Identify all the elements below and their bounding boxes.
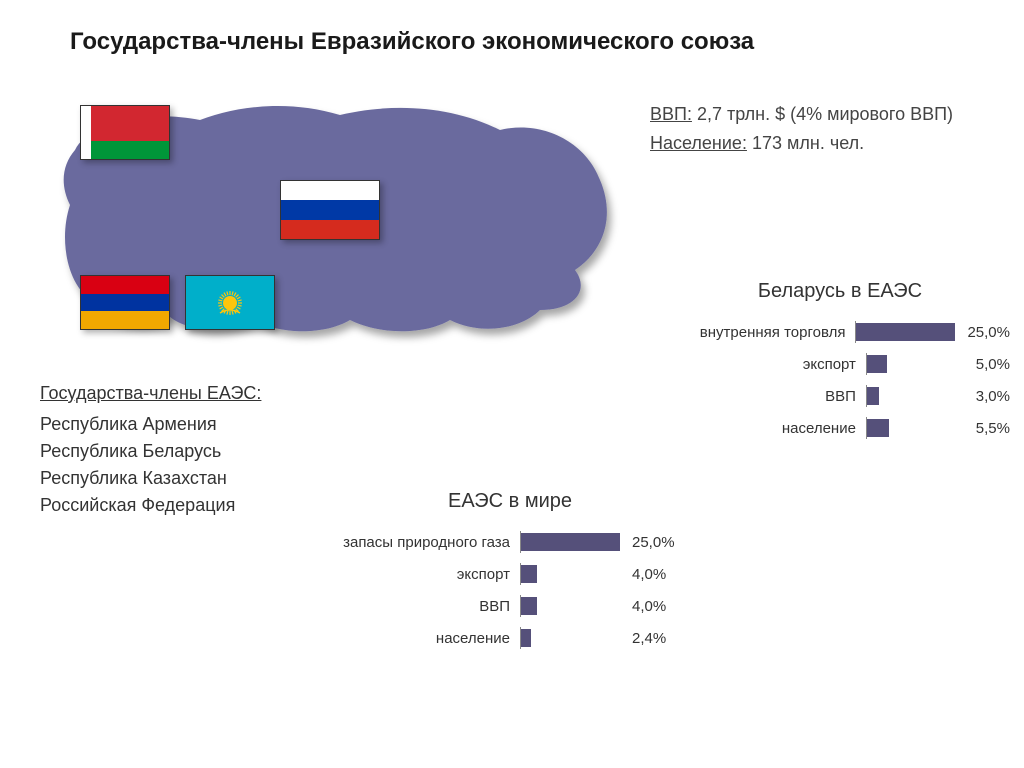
member-item: Республика Армения — [40, 411, 261, 438]
chart-row: ВВП 3,0% — [670, 385, 1010, 407]
member-item: Республика Казахстан — [40, 465, 261, 492]
pop-label: Население: — [650, 133, 747, 153]
chart-world: ЕАЭС в мире запасы природного газа 25,0%… — [320, 490, 700, 659]
chart-belarus: Беларусь в ЕАЭС внутренняя торговля 25,0… — [670, 280, 1010, 449]
chart-row: внутренняя торговля 25,0% — [670, 321, 1010, 343]
chart-bar — [856, 323, 955, 341]
chart-bar — [521, 565, 537, 583]
chart-row-label: ВВП — [320, 598, 520, 615]
chart-row-label: внутренняя торговля — [670, 324, 855, 341]
flag-armenia — [80, 275, 170, 330]
chart-value: 3,0% — [976, 388, 1010, 405]
gdp-label: ВВП: — [650, 104, 692, 124]
chart-bar — [521, 533, 620, 551]
chart-bar — [521, 597, 537, 615]
page-title: Государства-члены Евразийского экономиче… — [70, 28, 754, 56]
pop-value: 173 млн. чел. — [752, 133, 864, 153]
map-area — [30, 85, 630, 355]
chart-row-label: экспорт — [670, 356, 866, 373]
chart-row-label: ВВП — [670, 388, 866, 405]
chart-row: ВВП 4,0% — [320, 595, 700, 617]
members-heading: Государства-члены ЕАЭС: — [40, 380, 261, 407]
chart-row: запасы природного газа 25,0% — [320, 531, 700, 553]
chart-world-title: ЕАЭС в мире — [320, 490, 700, 513]
chart-row-label: население — [670, 420, 866, 437]
chart-value: 2,4% — [632, 630, 666, 647]
chart-value: 25,0% — [632, 534, 675, 551]
chart-row-label: население — [320, 630, 520, 647]
chart-bar — [867, 387, 879, 405]
chart-value: 4,0% — [632, 566, 666, 583]
member-item: Республика Беларусь — [40, 438, 261, 465]
summary-stats: ВВП: 2,7 трлн. $ (4% мирового ВВП) Насел… — [650, 100, 953, 158]
chart-value: 4,0% — [632, 598, 666, 615]
chart-row: экспорт 5,0% — [670, 353, 1010, 375]
member-item: Российская Федерация — [40, 492, 261, 519]
chart-value: 5,5% — [976, 420, 1010, 437]
chart-belarus-title: Беларусь в ЕАЭС — [670, 280, 1010, 303]
chart-row: население 2,4% — [320, 627, 700, 649]
flag-kazakhstan — [185, 275, 275, 330]
gdp-value: 2,7 трлн. $ (4% мирового ВВП) — [697, 104, 953, 124]
chart-row: экспорт 4,0% — [320, 563, 700, 585]
chart-value: 5,0% — [976, 356, 1010, 373]
chart-bar — [867, 355, 887, 373]
chart-row-label: экспорт — [320, 566, 520, 583]
chart-bar — [867, 419, 889, 437]
chart-value: 25,0% — [967, 324, 1010, 341]
chart-row-label: запасы природного газа — [320, 534, 520, 551]
chart-row: население 5,5% — [670, 417, 1010, 439]
flag-russia — [280, 180, 380, 240]
chart-bar — [521, 629, 531, 647]
flag-belarus — [80, 105, 170, 160]
members-list: Государства-члены ЕАЭС: Республика Армен… — [40, 380, 261, 519]
